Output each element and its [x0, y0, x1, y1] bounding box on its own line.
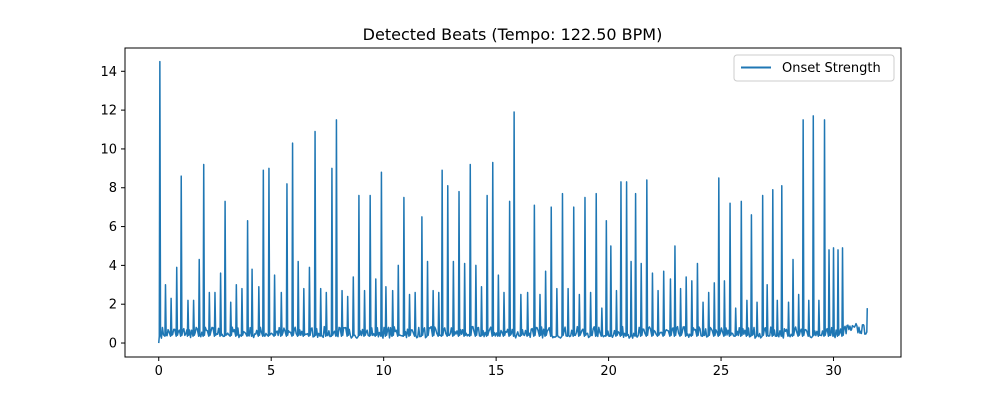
y-tick-label: 12 [100, 104, 117, 119]
legend-label-onset-strength: Onset Strength [782, 61, 881, 76]
data-layer [157, 60, 869, 344]
x-tick-label: 25 [713, 364, 730, 379]
x-tick-label: 5 [267, 364, 275, 379]
y-tick-label: 10 [100, 142, 117, 157]
y-tick-label: 6 [109, 220, 117, 235]
x-tick-label: 10 [375, 364, 392, 379]
x-tick-label: 0 [155, 364, 163, 379]
y-tick-label: 2 [109, 298, 117, 313]
chart-title: Detected Beats (Tempo: 122.50 BPM) [363, 25, 663, 44]
plot-area: 0 5 10 15 20 25 30 0 2 4 6 8 10 12 14 [100, 47, 902, 379]
axes-frame [124, 47, 902, 358]
y-tick-label: 8 [109, 181, 117, 196]
y-tick-label: 0 [109, 337, 117, 352]
y-tick-label: 4 [109, 259, 117, 274]
series-line-onset-strength [157, 60, 869, 344]
x-axis: 0 5 10 15 20 25 30 [155, 357, 842, 379]
x-tick-label: 15 [488, 364, 505, 379]
y-tick-label: 14 [100, 65, 117, 80]
x-tick-label: 30 [825, 364, 842, 379]
x-tick-label: 20 [600, 364, 617, 379]
legend: Onset Strength [733, 54, 895, 82]
legend-box [733, 54, 895, 82]
y-axis: 0 2 4 6 8 10 12 14 [100, 65, 125, 352]
